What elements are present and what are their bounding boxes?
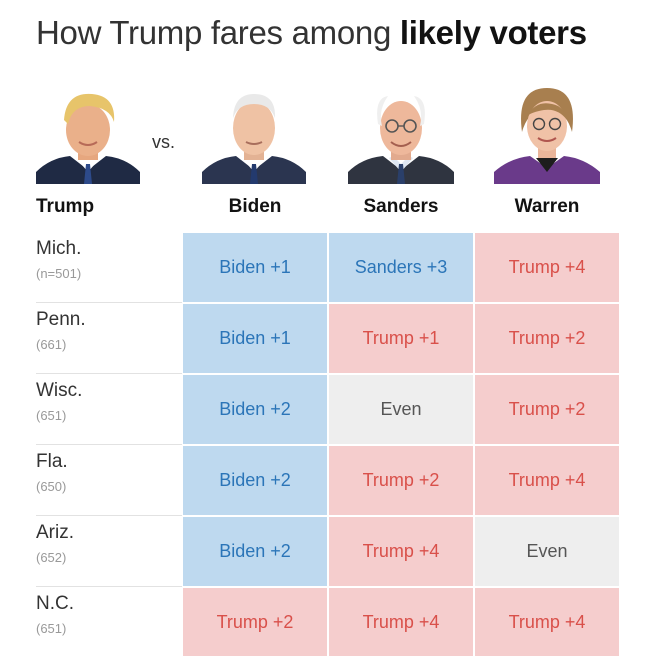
row-label: Penn. (661) [36, 309, 86, 352]
result-cell-warren: Trump +2 [475, 375, 619, 444]
state-name: Ariz. [36, 522, 74, 543]
result-cell-biden: Trump +2 [183, 588, 327, 656]
result-cell-biden: Biden +1 [183, 233, 327, 302]
column-header-sanders: Sanders [363, 196, 439, 217]
result-cell-biden: Biden +2 [183, 375, 327, 444]
vs-label: vs. [152, 132, 176, 152]
row-label: N.C. (651) [36, 593, 74, 636]
column-header-warren: Warren [514, 196, 580, 217]
row-header-trump: Trump [36, 196, 95, 217]
row-label: Ariz. (652) [36, 522, 74, 565]
row-label: Fla. (650) [36, 451, 68, 494]
result-cell-sanders: Trump +4 [329, 517, 473, 586]
result-cell-warren: Trump +4 [475, 233, 619, 302]
state-name: Mich. [36, 238, 82, 259]
row-divider [36, 444, 182, 445]
biden-portrait [202, 84, 306, 184]
row-divider [36, 373, 182, 374]
result-cell-warren: Even [475, 517, 619, 586]
warren-portrait [494, 80, 600, 184]
result-cell-biden: Biden +2 [183, 446, 327, 515]
result-cell-warren: Trump +2 [475, 304, 619, 373]
sample-size: (650) [36, 479, 67, 494]
sample-size: (n=501) [36, 266, 82, 281]
row-divider [36, 302, 182, 303]
sample-size: (661) [36, 337, 67, 352]
result-cell-sanders: Trump +1 [329, 304, 473, 373]
result-cell-sanders: Even [329, 375, 473, 444]
state-name: Fla. [36, 451, 68, 472]
sample-size: (652) [36, 550, 67, 565]
result-cell-biden: Biden +1 [183, 304, 327, 373]
result-cell-sanders: Sanders +3 [329, 233, 473, 302]
sample-size: (651) [36, 408, 67, 423]
sample-size: (651) [36, 621, 67, 636]
row-divider [36, 586, 182, 587]
column-header-biden: Biden [228, 196, 282, 217]
result-cell-sanders: Trump +4 [329, 588, 473, 656]
state-name: Penn. [36, 309, 86, 330]
row-label: Wisc. (651) [36, 380, 82, 423]
chart-title: How Trump fares among likely voters [36, 14, 587, 52]
row-divider [36, 515, 182, 516]
state-name: Wisc. [36, 380, 83, 401]
trump-portrait [36, 86, 140, 184]
title-prefix: How Trump fares among [36, 14, 400, 51]
row-label: Mich. (n=501) [36, 238, 81, 281]
title-emphasis: likely voters [399, 14, 587, 51]
state-name: N.C. [36, 593, 74, 614]
sanders-portrait [348, 84, 454, 184]
result-cell-warren: Trump +4 [475, 588, 619, 656]
result-cell-sanders: Trump +2 [329, 446, 473, 515]
result-cell-biden: Biden +2 [183, 517, 327, 586]
result-cell-warren: Trump +4 [475, 446, 619, 515]
